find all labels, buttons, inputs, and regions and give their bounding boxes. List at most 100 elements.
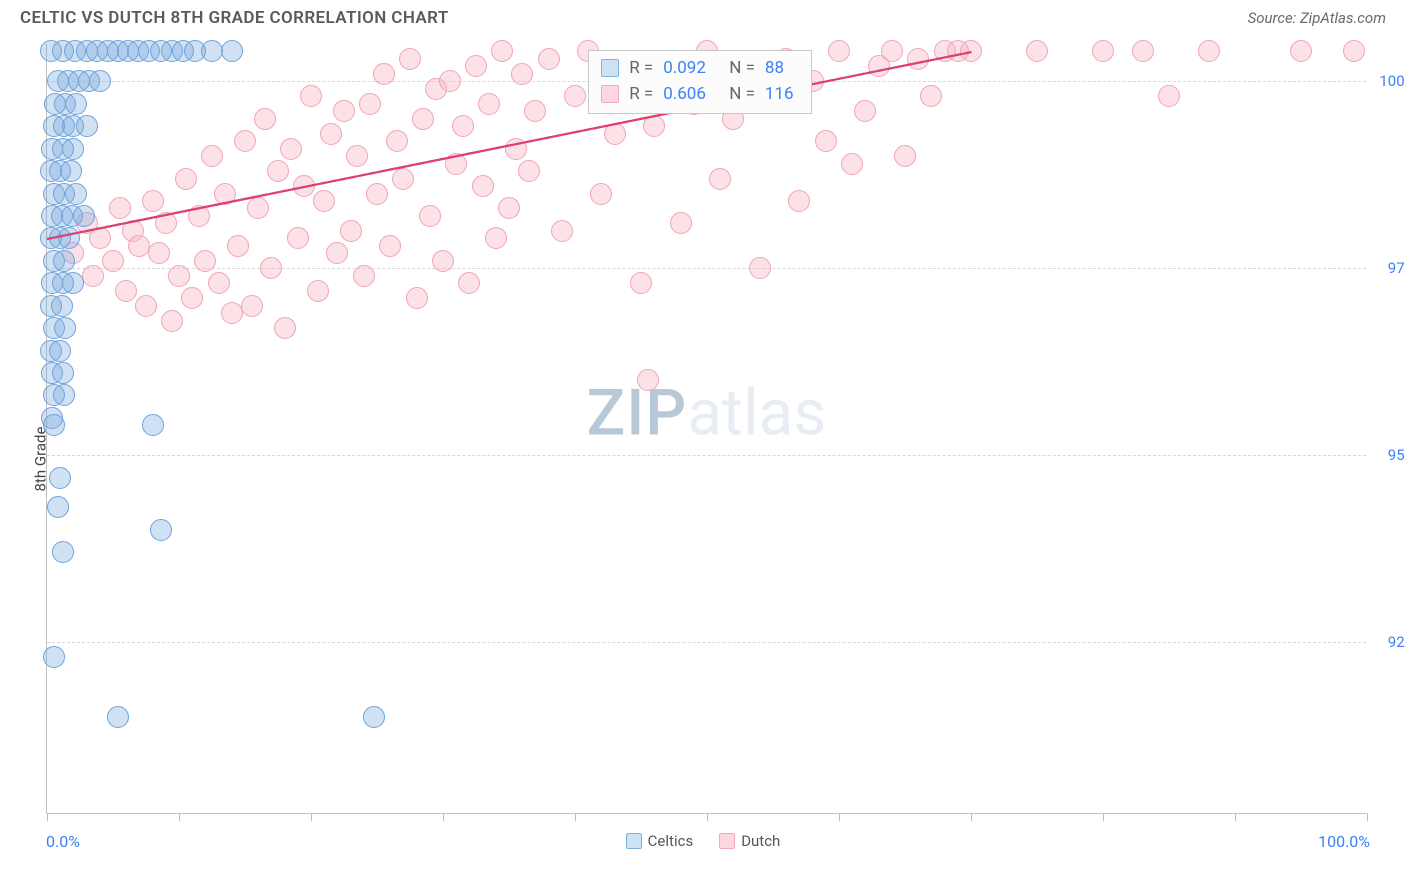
scatter-point	[150, 519, 172, 541]
gridline	[47, 642, 1366, 643]
legend-n-label: N =	[729, 81, 755, 107]
scatter-point	[590, 183, 612, 205]
y-tick-label: 100.0%	[1372, 72, 1406, 90]
scatter-point	[313, 190, 335, 212]
series-legend-label: Dutch	[741, 832, 780, 850]
scatter-point	[43, 414, 65, 436]
scatter-point	[168, 265, 190, 287]
gridline	[47, 455, 1366, 456]
y-tick-label: 95.0%	[1372, 446, 1406, 464]
scatter-point	[478, 93, 500, 115]
scatter-point	[1343, 40, 1365, 62]
legend-swatch	[626, 833, 642, 849]
scatter-point	[274, 317, 296, 339]
legend-r-label: R =	[629, 81, 653, 107]
gridline	[47, 268, 1366, 269]
scatter-point	[89, 70, 111, 92]
y-tick-label: 92.5%	[1372, 633, 1406, 651]
scatter-point	[373, 63, 395, 85]
scatter-point	[142, 414, 164, 436]
x-tick	[443, 813, 444, 821]
scatter-point	[109, 197, 131, 219]
scatter-point	[148, 242, 170, 264]
scatter-point	[564, 85, 586, 107]
legend-n-value: 88	[765, 55, 799, 81]
scatter-point	[53, 250, 75, 272]
series-legend-item: Celtics	[626, 832, 694, 850]
y-tick-label: 97.5%	[1372, 259, 1406, 277]
scatter-point	[907, 48, 929, 70]
scatter-point	[881, 40, 903, 62]
scatter-point	[73, 205, 95, 227]
scatter-point	[60, 160, 82, 182]
scatter-point	[307, 280, 329, 302]
scatter-point	[247, 197, 269, 219]
scatter-point	[1198, 40, 1220, 62]
scatter-point	[366, 183, 388, 205]
x-tick	[47, 813, 48, 821]
scatter-point	[58, 227, 80, 249]
scatter-point	[201, 145, 223, 167]
scatter-point	[1290, 40, 1312, 62]
legend-swatch	[601, 85, 619, 103]
scatter-point	[280, 138, 302, 160]
legend-row: R =0.606N =116	[601, 81, 799, 107]
scatter-point	[458, 272, 480, 294]
legend-r-label: R =	[629, 55, 653, 81]
scatter-point	[128, 235, 150, 257]
legend-r-value: 0.092	[663, 55, 719, 81]
correlation-legend: R = 0.092 N = 88R =0.606N =116	[588, 50, 812, 114]
scatter-point	[227, 235, 249, 257]
scatter-point	[412, 108, 434, 130]
scatter-point	[43, 646, 65, 668]
scatter-point	[175, 168, 197, 190]
x-tick	[1235, 813, 1236, 821]
scatter-point	[208, 272, 230, 294]
scatter-point	[452, 115, 474, 137]
scatter-point	[346, 145, 368, 167]
scatter-point	[241, 295, 263, 317]
x-tick	[839, 813, 840, 821]
scatter-point	[815, 130, 837, 152]
scatter-point	[485, 227, 507, 249]
scatter-point	[518, 160, 540, 182]
scatter-point	[439, 70, 461, 92]
legend-row: R = 0.092 N = 88	[601, 55, 799, 81]
scatter-point	[142, 190, 164, 212]
scatter-point	[221, 40, 243, 62]
scatter-point	[161, 310, 183, 332]
scatter-point	[498, 197, 520, 219]
legend-n-label: N =	[729, 55, 755, 81]
scatter-point	[432, 250, 454, 272]
scatter-point	[54, 317, 76, 339]
watermark-atlas: atlas	[687, 376, 826, 451]
scatter-point	[841, 153, 863, 175]
series-legend-label: Celtics	[648, 832, 694, 850]
scatter-point	[107, 706, 129, 728]
scatter-point	[76, 115, 98, 137]
scatter-point	[1092, 40, 1114, 62]
scatter-point	[115, 280, 137, 302]
scatter-point	[379, 235, 401, 257]
scatter-point	[1132, 40, 1154, 62]
scatter-point	[51, 295, 73, 317]
scatter-point	[709, 168, 731, 190]
watermark-zip: ZIP	[587, 376, 688, 451]
scatter-point	[538, 48, 560, 70]
scatter-point	[630, 272, 652, 294]
scatter-point	[551, 220, 573, 242]
chart-title: CELTIC VS DUTCH 8TH GRADE CORRELATION CH…	[20, 8, 449, 28]
chart-container: 8th Grade ZIPatlas 92.5%95.0%97.5%100.0%…	[0, 34, 1406, 884]
scatter-point	[300, 85, 322, 107]
scatter-point	[62, 272, 84, 294]
scatter-point	[386, 130, 408, 152]
scatter-point	[333, 100, 355, 122]
x-tick	[575, 813, 576, 821]
scatter-point	[465, 55, 487, 77]
chart-source: Source: ZipAtlas.com	[1248, 9, 1386, 27]
x-tick	[1103, 813, 1104, 821]
scatter-point	[472, 175, 494, 197]
scatter-point	[181, 287, 203, 309]
scatter-point	[287, 227, 309, 249]
scatter-point	[828, 40, 850, 62]
